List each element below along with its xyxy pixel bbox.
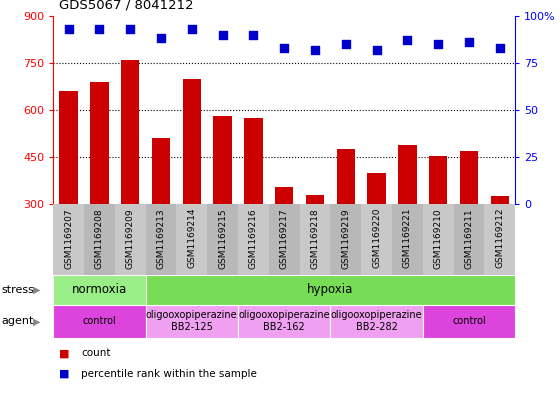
Text: ▶: ▶ [32,316,40,326]
Bar [423,204,454,275]
Point [372,46,381,53]
Bar [238,204,269,275]
Text: ■: ■ [59,348,69,358]
Bar [269,204,300,275]
Text: GSM1169212: GSM1169212 [495,208,505,268]
Bar [244,118,263,299]
Text: GSM1169221: GSM1169221 [403,208,412,268]
Text: GSM1169209: GSM1169209 [125,208,135,268]
Point [64,26,73,32]
Text: GSM1169217: GSM1169217 [279,208,289,268]
Text: GSM1169215: GSM1169215 [218,208,227,268]
Point [403,37,412,43]
Bar [53,204,84,275]
Bar [53,305,146,338]
Bar [146,305,238,338]
Bar [152,138,170,299]
Bar [429,156,447,299]
Bar [84,204,115,275]
Bar [146,275,515,305]
Bar [207,204,238,275]
Text: control: control [452,316,486,326]
Bar [392,204,423,275]
Bar [121,60,139,299]
Point [156,35,166,42]
Bar [398,145,417,299]
Text: agent: agent [1,316,34,326]
Bar [90,82,109,299]
Text: GSM1169211: GSM1169211 [464,208,474,268]
Text: oligooxopiperazine
BB2-162: oligooxopiperazine BB2-162 [239,310,330,332]
Bar [176,204,207,275]
Bar [454,204,484,275]
Point [280,45,289,51]
Bar [484,204,515,275]
Point [95,26,104,32]
Text: GSM1169216: GSM1169216 [249,208,258,268]
Text: normoxia: normoxia [72,283,127,296]
Bar [53,275,146,305]
Text: GDS5067 / 8041212: GDS5067 / 8041212 [59,0,193,12]
Point [249,31,258,38]
Text: GSM1169210: GSM1169210 [433,208,443,268]
Text: count: count [81,348,111,358]
Text: GSM1169220: GSM1169220 [372,208,381,268]
Bar [330,305,423,338]
Text: GSM1169207: GSM1169207 [64,208,73,268]
Text: hypoxia: hypoxia [307,283,353,296]
Text: stress: stress [1,285,34,295]
Bar [361,204,392,275]
Text: ■: ■ [59,369,69,379]
Text: GSM1169208: GSM1169208 [95,208,104,268]
Point [218,31,227,38]
Bar [367,173,386,299]
Bar [213,116,232,299]
Text: ▶: ▶ [32,285,40,295]
Bar [115,204,146,275]
Bar [59,91,78,299]
Point [342,41,351,47]
Text: GSM1169213: GSM1169213 [156,208,166,268]
Text: control: control [82,316,116,326]
Point [311,46,320,53]
Point [434,41,443,47]
Bar [275,187,293,299]
Bar [183,79,201,299]
Point [125,26,135,32]
Text: oligooxopiperazine
BB2-282: oligooxopiperazine BB2-282 [331,310,422,332]
Bar [146,204,176,275]
Bar [306,195,324,299]
Bar [460,151,478,299]
Bar [238,305,330,338]
Text: GSM1169214: GSM1169214 [187,208,197,268]
Bar [491,196,509,299]
Bar [300,204,330,275]
Text: percentile rank within the sample: percentile rank within the sample [81,369,257,379]
Point [187,26,197,32]
Bar [337,149,355,299]
Bar [423,305,515,338]
Text: GSM1169219: GSM1169219 [341,208,351,268]
Point [465,39,474,45]
Point [496,45,505,51]
Text: oligooxopiperazine
BB2-125: oligooxopiperazine BB2-125 [146,310,237,332]
Text: GSM1169218: GSM1169218 [310,208,320,268]
Bar [330,204,361,275]
